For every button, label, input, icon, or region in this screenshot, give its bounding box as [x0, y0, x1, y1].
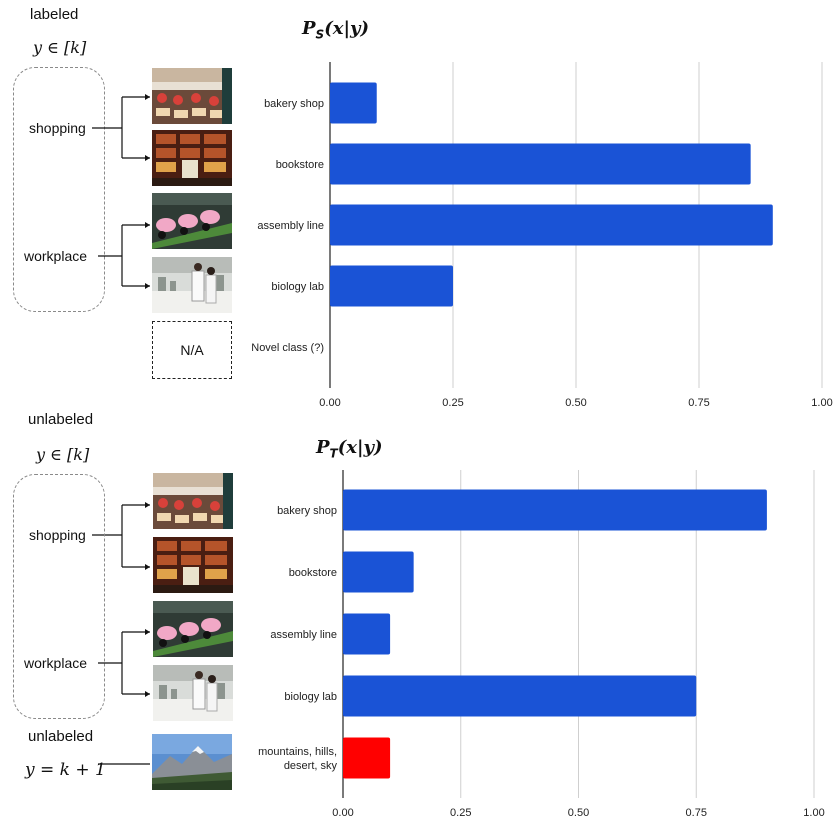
- x-tick-label: 0.00: [332, 807, 353, 819]
- bar: [343, 737, 391, 779]
- bottom-group-shopping: shopping: [29, 527, 86, 543]
- category-label: bookstore: [276, 159, 324, 171]
- category-label: desert, sky: [284, 760, 338, 772]
- category-label: biology lab: [284, 691, 337, 703]
- category-label: assembly line: [257, 220, 324, 232]
- bar: [343, 551, 414, 593]
- biology-lab-photo: [152, 257, 232, 313]
- bar: [330, 204, 773, 246]
- bottom-section-label: unlabeled: [28, 411, 94, 428]
- category-label: biology lab: [271, 281, 324, 293]
- x-tick-label: 0.00: [319, 397, 340, 409]
- category-label: bakery shop: [277, 505, 337, 517]
- bar: [343, 489, 767, 531]
- bar: [343, 613, 391, 655]
- mountains-photo: [152, 734, 232, 790]
- x-tick-label: 1.00: [803, 807, 824, 819]
- top-group-box: [13, 67, 105, 312]
- biology-lab-photo-2: [153, 665, 233, 721]
- x-tick-label: 0.25: [450, 807, 471, 819]
- novel-section-label: unlabeled: [28, 728, 94, 745]
- top-group-workplace: workplace: [24, 248, 88, 264]
- category-label: Novel class (?): [251, 342, 324, 354]
- bottom-y-set: y ∈ [k]: [36, 445, 90, 464]
- category-label: bookstore: [289, 567, 337, 579]
- bar: [330, 82, 377, 124]
- assembly-line-photo-2: [153, 601, 233, 657]
- bookstore-photo-2: [153, 537, 233, 593]
- novel-equation: y = k + 1: [25, 760, 106, 780]
- bottom-chart-title: PT(x|y): [316, 437, 383, 461]
- x-tick-label: 0.75: [686, 807, 707, 819]
- bottom-group-workplace: workplace: [24, 655, 88, 671]
- x-tick-label: 0.75: [688, 397, 709, 409]
- top-group-shopping: shopping: [29, 120, 86, 136]
- x-tick-label: 0.50: [565, 397, 586, 409]
- bar: [330, 143, 751, 185]
- x-tick-label: 0.50: [568, 807, 589, 819]
- category-label: bakery shop: [264, 98, 324, 110]
- top-chart-title: PS(x|y): [302, 18, 369, 42]
- top-y-set: y ∈ [k]: [33, 38, 87, 57]
- assembly-line-photo: [152, 193, 232, 249]
- bar: [330, 265, 453, 307]
- bakery-shop-photo: [152, 68, 232, 124]
- category-label: mountains, hills,: [258, 746, 337, 758]
- bottom-group-box: [13, 474, 105, 719]
- bookstore-photo: [152, 130, 232, 186]
- novel-class-placeholder: N/A: [152, 321, 232, 379]
- top-section-label: labeled: [30, 6, 79, 23]
- x-tick-label: 1.00: [811, 397, 832, 409]
- bar: [343, 675, 697, 717]
- x-tick-label: 0.25: [442, 397, 463, 409]
- category-label: assembly line: [270, 629, 337, 641]
- bakery-shop-photo-2: [153, 473, 233, 529]
